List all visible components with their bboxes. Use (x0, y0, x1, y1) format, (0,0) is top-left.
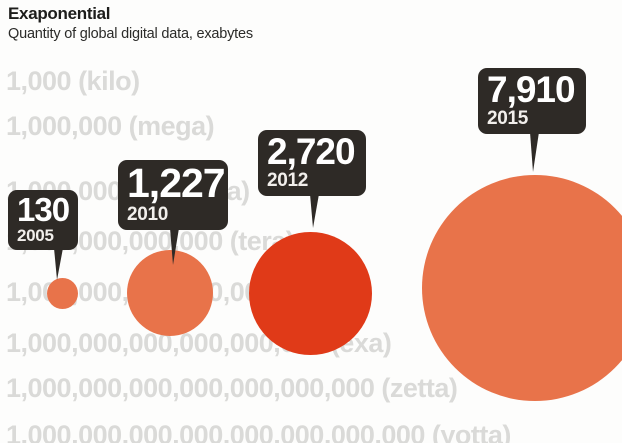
callout-box-2005: 130 2005 (8, 190, 78, 280)
callout-value-2005: 130 (17, 191, 70, 228)
callout-year-2015: 2015 (487, 108, 529, 129)
chart-subtitle: Quantity of global digital data, exabyte… (8, 25, 253, 42)
callout-tail-2010 (170, 227, 179, 265)
chart-header: Exaponential Quantity of global digital … (8, 4, 608, 42)
callout-2010[interactable]: 1,227 2010 (118, 160, 228, 265)
callout-year-2005: 2005 (17, 226, 54, 245)
callout-tail-2005 (54, 247, 63, 280)
callout-value-2010: 1,227 (127, 160, 226, 206)
callout-2012[interactable]: 2,720 2012 (258, 130, 366, 228)
callout-year-2010: 2010 (127, 204, 169, 225)
callout-box-2012: 2,720 2012 (258, 130, 366, 228)
callout-box-2010: 1,227 2010 (118, 160, 228, 265)
callout-tail-2015 (530, 131, 539, 172)
callout-tail-2012 (310, 193, 319, 228)
callout-value-2012: 2,720 (267, 131, 356, 172)
callout-box-2015: 7,910 2015 (478, 68, 586, 172)
page-title: Exaponential (8, 4, 111, 23)
callout-value-2015: 7,910 (487, 69, 576, 110)
callout-2015[interactable]: 7,910 2015 (478, 68, 586, 172)
callout-year-2012: 2012 (267, 170, 309, 191)
callout-2005[interactable]: 130 2005 (8, 190, 78, 280)
